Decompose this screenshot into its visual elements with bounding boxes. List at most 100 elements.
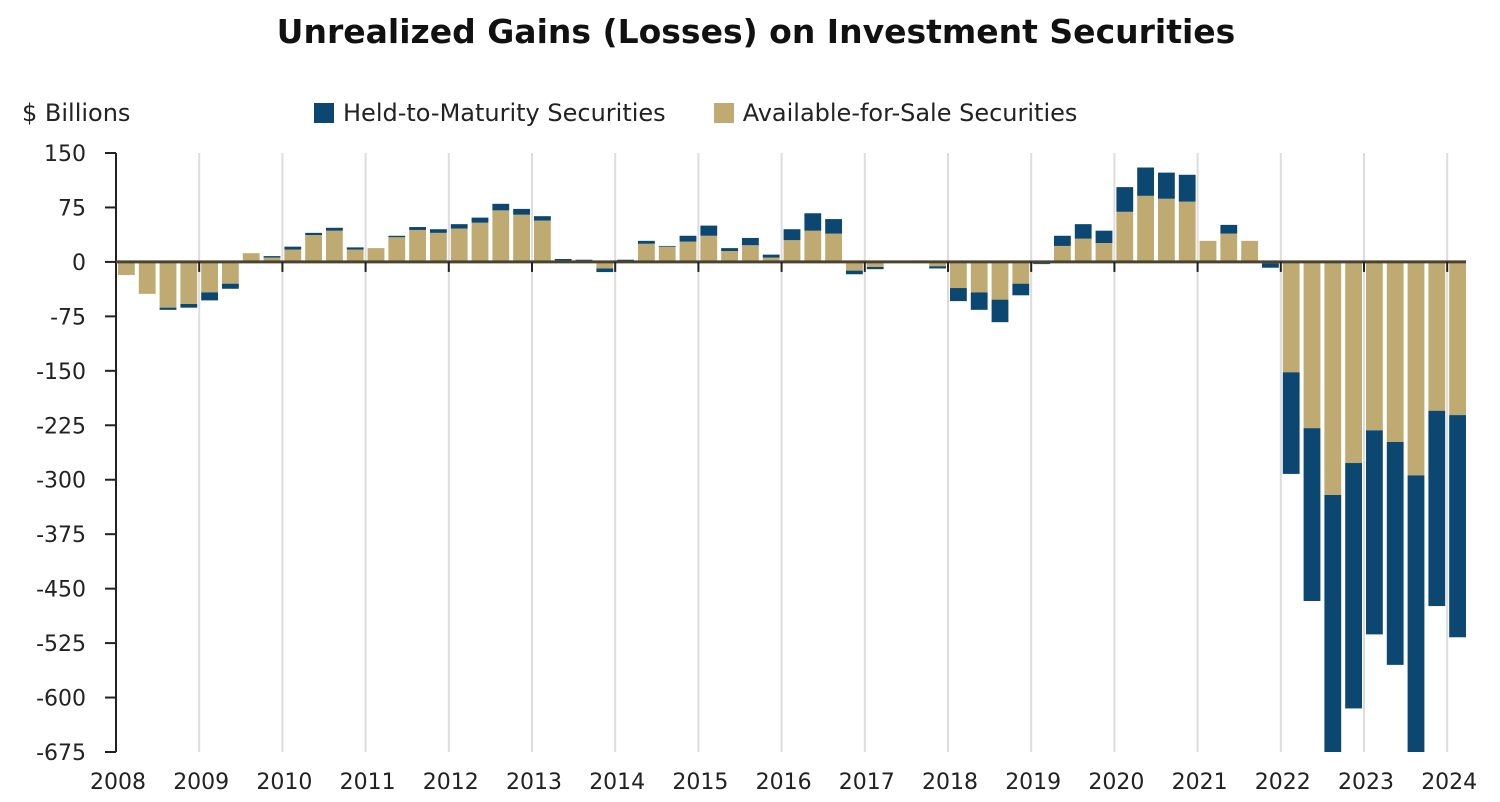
bar-afs (1345, 261, 1362, 464)
bar-afs (700, 235, 718, 262)
bar-afs (159, 261, 177, 308)
bar-afs (762, 257, 780, 262)
bar-afs (388, 237, 406, 262)
bar-htm (970, 292, 988, 310)
bar-afs (284, 249, 302, 262)
bar-htm (1282, 372, 1300, 474)
x-tick-label: 2023 (1338, 770, 1394, 795)
bar-htm (1158, 172, 1175, 199)
bar-htm (950, 288, 967, 302)
bar-afs (222, 261, 239, 284)
y-tick-label: -675 (36, 741, 86, 766)
legend-label-afs: Available-for-Sale Securities (742, 99, 1078, 127)
bar-htm (1366, 430, 1383, 635)
bar-afs (679, 241, 697, 262)
y-tick-label: 0 (72, 251, 86, 276)
bar-afs (534, 220, 551, 262)
x-tick-label: 2016 (756, 770, 812, 795)
y-tick-label: -450 (36, 578, 86, 603)
x-tick-label: 2018 (922, 770, 978, 795)
bar-afs (1386, 261, 1404, 442)
bar-afs (409, 229, 426, 262)
bar-afs (1012, 261, 1030, 284)
legend-item-afs: Available-for-Sale Securities (713, 99, 1078, 127)
bar-afs (825, 233, 842, 262)
bar-htm (284, 246, 302, 250)
chart-title: Unrealized Gains (Losses) on Investment … (276, 12, 1236, 51)
x-tick-label: 2021 (1172, 770, 1228, 795)
bar-htm (825, 219, 842, 234)
bar-htm (658, 245, 676, 247)
y-tick-label: 150 (44, 142, 86, 167)
legend-swatch-afs (713, 103, 734, 123)
bar-htm (1345, 463, 1362, 709)
bar-afs (866, 261, 884, 267)
x-tick-label: 2017 (839, 770, 895, 795)
bar-afs (513, 214, 530, 262)
bar-htm (1033, 263, 1050, 265)
bar-htm (1407, 475, 1425, 752)
bar-afs (658, 246, 676, 262)
bar-htm (346, 247, 364, 250)
y-tick-label: 75 (58, 196, 86, 221)
x-tick-label: 2010 (256, 770, 312, 795)
y-tick-label: -375 (36, 523, 86, 548)
bar-htm (1428, 410, 1446, 607)
bar-htm (804, 213, 822, 231)
bar-htm (1012, 283, 1030, 296)
x-tick-label: 2008 (90, 770, 146, 795)
bar-afs (138, 261, 156, 294)
bar-afs (367, 248, 385, 262)
bar-htm (1178, 174, 1196, 202)
bar-afs (430, 232, 447, 262)
x-tick-label: 2012 (423, 770, 479, 795)
bar-htm (1054, 235, 1071, 246)
y-tick-label: -525 (36, 632, 86, 657)
bar-afs (1241, 240, 1258, 262)
y-axis-unit-label: $ Billions (22, 99, 131, 127)
bar-htm (1074, 224, 1092, 239)
bar-htm (1303, 428, 1321, 601)
gridlines (198, 153, 1449, 752)
bar-htm (1095, 230, 1113, 244)
bar-afs (1054, 245, 1071, 262)
bar-htm (471, 217, 489, 223)
bar-htm (700, 225, 718, 236)
bar-htm (929, 266, 946, 269)
bars (118, 167, 1466, 752)
bar-afs (305, 235, 322, 262)
bar-afs (1116, 211, 1134, 262)
bar-afs (1407, 261, 1425, 476)
bar-afs (492, 210, 510, 262)
bar-afs (1282, 261, 1300, 373)
x-tick-label: 2015 (672, 770, 728, 795)
bar-afs (326, 230, 343, 262)
bar-afs (1428, 261, 1446, 411)
bar-afs (950, 261, 967, 289)
bar-afs (118, 261, 135, 275)
bar-afs (638, 243, 655, 262)
bar-afs (450, 228, 468, 262)
x-tick-label: 2013 (506, 770, 562, 795)
bar-htm (534, 216, 551, 221)
bar-afs (1303, 261, 1321, 429)
bar-htm (991, 299, 1009, 323)
bar-afs (471, 222, 489, 262)
bar-afs (1449, 261, 1466, 416)
y-tick-label: -600 (36, 687, 86, 712)
bar-afs (242, 253, 260, 262)
bar-htm (492, 203, 510, 211)
bar-afs (1137, 195, 1154, 262)
tick-labels: 150 75 0 -75 -150 -225 -300 -375 -450 -525 -600 -67… (36, 142, 1477, 795)
bar-afs (201, 261, 218, 293)
y-tick-label: -300 (36, 469, 86, 494)
bar-htm (1324, 494, 1342, 752)
legend-item-htm: Held-to-Maturity Securities (314, 99, 666, 127)
bar-htm (263, 256, 281, 258)
bar-afs (929, 261, 946, 267)
bar-afs (180, 261, 198, 305)
bar-htm (1449, 415, 1466, 638)
bar-htm (222, 283, 239, 289)
bar-htm (180, 304, 198, 308)
